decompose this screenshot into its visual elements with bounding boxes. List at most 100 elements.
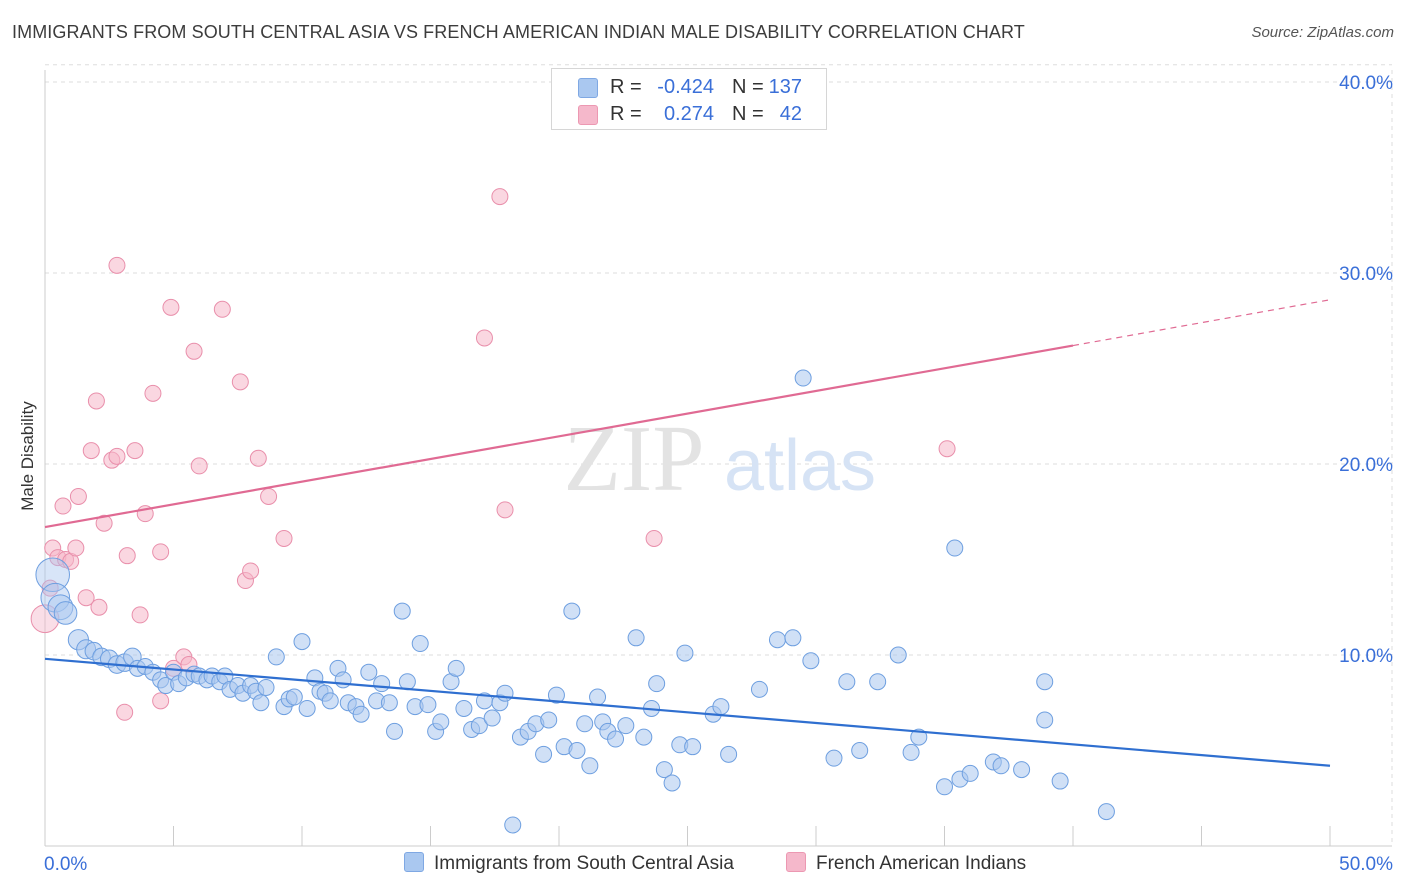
point-south-central-asia — [257, 678, 275, 696]
gridlines — [45, 64, 1393, 846]
point-south-central-asia — [535, 745, 553, 763]
point-south-central-asia — [352, 705, 370, 723]
point-south-central-asia — [252, 694, 270, 712]
point-french-american-indian — [77, 589, 95, 607]
point-south-central-asia — [53, 601, 78, 625]
point-south-central-asia — [470, 717, 488, 735]
point-south-central-asia — [712, 698, 730, 716]
point-south-central-asia — [393, 602, 411, 620]
point-south-central-asia — [285, 688, 303, 706]
point-south-central-asia — [889, 646, 907, 664]
legend-row-pink: R = 0.274 N = 42 — [552, 101, 826, 127]
point-south-central-asia — [617, 717, 635, 735]
y-tick-label: 30.0% — [1339, 264, 1393, 285]
point-french-american-indian — [152, 543, 170, 561]
point-french-american-indian — [67, 539, 85, 557]
point-south-central-asia — [504, 816, 522, 834]
point-south-central-asia — [321, 692, 339, 710]
point-south-central-asia — [784, 629, 802, 647]
point-south-central-asia — [676, 644, 694, 662]
legend-n-value: 42 — [779, 103, 802, 125]
point-south-central-asia — [455, 699, 473, 717]
point-south-central-asia — [802, 652, 820, 670]
point-south-central-asia — [568, 742, 586, 759]
trend-lines — [44, 299, 1331, 767]
trend-line-pink-extension — [1072, 299, 1331, 347]
point-south-central-asia — [1036, 673, 1054, 691]
point-south-central-asia — [35, 557, 70, 593]
point-french-american-indian — [475, 329, 493, 347]
source-credit: Source: ZipAtlas.com — [1251, 24, 1394, 41]
point-south-central-asia — [768, 631, 786, 649]
legend-n-value: 137 — [768, 76, 802, 98]
point-south-central-asia — [398, 673, 416, 691]
point-south-central-asia — [547, 686, 565, 704]
point-south-central-asia — [607, 730, 625, 748]
y-tick-label: 20.0% — [1339, 455, 1393, 476]
point-south-central-asia — [635, 728, 653, 746]
point-south-central-asia — [360, 663, 378, 681]
legend-n-label: N = — [732, 103, 764, 125]
point-south-central-asia — [869, 673, 887, 691]
point-south-central-asia — [447, 659, 465, 677]
point-french-american-indian — [144, 384, 162, 402]
point-french-american-indian — [938, 440, 956, 458]
point-south-central-asia — [750, 680, 768, 698]
point-french-american-indian — [275, 529, 293, 547]
point-south-central-asia — [373, 675, 391, 693]
point-french-american-indian — [242, 562, 260, 580]
point-south-central-asia — [627, 629, 645, 647]
y-tick-label: 40.0% — [1339, 73, 1393, 94]
trend-line-blue — [44, 657, 1331, 767]
point-south-central-asia — [663, 774, 681, 792]
bottom-legend-swatch-blue — [404, 852, 424, 872]
bottom-legend-swatch-pink — [786, 852, 806, 872]
legend-swatch-pink — [578, 105, 598, 125]
point-french-american-indian — [231, 373, 249, 391]
point-south-central-asia — [684, 738, 702, 756]
legend-swatch-blue — [578, 78, 598, 98]
point-south-central-asia — [946, 539, 964, 557]
legend-r-label: R = — [610, 103, 642, 125]
point-french-american-indian — [249, 449, 267, 467]
point-french-american-indian — [152, 692, 170, 710]
chart-title: IMMIGRANTS FROM SOUTH CENTRAL ASIA VS FR… — [12, 22, 1025, 42]
point-south-central-asia — [1036, 711, 1054, 729]
series-immigrants-south-central-asia — [35, 369, 1115, 834]
point-south-central-asia — [720, 745, 738, 763]
point-french-american-indian — [116, 703, 134, 721]
bottom-legend-label-pink: French American Indians — [816, 853, 1027, 874]
x-tick-label: 50.0% — [1339, 854, 1393, 875]
point-south-central-asia — [936, 778, 953, 796]
point-french-american-indian — [108, 256, 126, 274]
point-french-american-indian — [260, 487, 278, 505]
point-french-american-indian — [491, 188, 509, 206]
legend-row-blue: R = -0.424 N = 137 — [552, 74, 826, 100]
legend-r-value: -0.424 — [657, 76, 714, 98]
point-south-central-asia — [293, 633, 311, 651]
series-french-american-indians — [30, 188, 956, 721]
point-french-american-indian — [95, 514, 113, 532]
point-south-central-asia — [386, 722, 404, 740]
point-french-american-indian — [162, 298, 180, 316]
watermark-zip: ZIP — [564, 407, 705, 511]
tick-labels: 10.0% 20.0% 30.0% 40.0% 0.0% 50.0% — [44, 73, 1393, 875]
y-axis-label: Male Disability — [18, 401, 37, 511]
bottom-legend-item-blue: Immigrants from South Central Asia — [404, 852, 734, 875]
point-french-american-indian — [645, 529, 663, 547]
point-french-american-indian — [69, 487, 87, 505]
y-tick-label: 10.0% — [1339, 646, 1393, 667]
axes — [44, 70, 1392, 847]
point-south-central-asia — [334, 671, 352, 689]
point-south-central-asia — [563, 602, 581, 620]
point-south-central-asia — [910, 728, 928, 746]
point-french-american-indian — [108, 447, 126, 465]
point-french-american-indian — [190, 457, 208, 475]
point-french-american-indian — [185, 342, 203, 360]
trend-line-pink — [44, 344, 1074, 529]
point-south-central-asia — [961, 764, 979, 782]
point-south-central-asia — [902, 743, 920, 761]
point-french-american-indian — [90, 598, 108, 616]
point-south-central-asia — [267, 648, 285, 666]
point-french-american-indian — [131, 606, 149, 624]
